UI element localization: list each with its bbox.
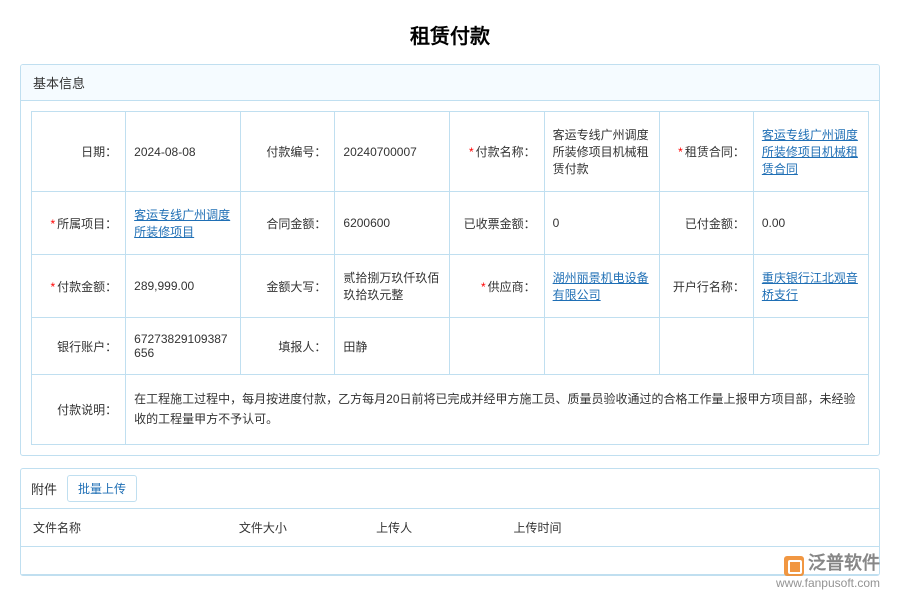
filler-value: 田静 — [335, 318, 450, 375]
basic-info-panel: 基本信息 日期： 2024-08-08 付款编号： 20240700007 *付… — [20, 64, 880, 456]
payment-desc-value: 在工程施工过程中，每月按进度付款，乙方每月20日前将已完成并经甲方施工员、质量员… — [126, 375, 869, 445]
invoiced-amount-value: 0 — [544, 192, 659, 255]
file-col-name: 文件名称 — [21, 508, 227, 546]
date-value: 2024-08-08 — [126, 112, 241, 192]
empty-cell-4 — [753, 318, 868, 375]
payment-no-label: 付款编号： — [241, 112, 335, 192]
bank-account-label: 银行账户： — [32, 318, 126, 375]
invoiced-amount-label: 已收票金额： — [450, 192, 544, 255]
payment-no-value: 20240700007 — [335, 112, 450, 192]
empty-cell-1 — [450, 318, 544, 375]
file-col-time: 上传时间 — [501, 508, 707, 546]
payment-desc-label: 付款说明： — [32, 375, 126, 445]
file-col-size: 文件大小 — [227, 508, 364, 546]
bank-account-value: 67273829109387656 — [126, 318, 241, 375]
file-row-empty — [21, 546, 879, 574]
attachments-panel: 附件 批量上传 文件名称 文件大小 上传人 上传时间 — [20, 468, 880, 576]
contract-amount-label: 合同金额： — [241, 192, 335, 255]
payment-amount-label: *付款金额： — [32, 255, 126, 318]
paid-amount-value: 0.00 — [753, 192, 868, 255]
bank-name-value[interactable]: 重庆银行江北观音桥支行 — [753, 255, 868, 318]
filler-label: 填报人： — [241, 318, 335, 375]
watermark-url: www.fanpusoft.com — [776, 576, 880, 590]
attachments-label: 附件 — [31, 479, 57, 498]
file-col-uploader: 上传人 — [364, 508, 501, 546]
empty-cell-2 — [544, 318, 659, 375]
basic-info-header: 基本信息 — [21, 65, 879, 101]
contract-amount-value: 6200600 — [335, 192, 450, 255]
paid-amount-label: 已付金额： — [659, 192, 753, 255]
project-value[interactable]: 客运专线广州调度所装修项目 — [126, 192, 241, 255]
lease-contract-label: *租赁合同： — [659, 112, 753, 192]
payment-name-label: *付款名称： — [450, 112, 544, 192]
basic-info-table: 日期： 2024-08-08 付款编号： 20240700007 *付款名称： … — [31, 111, 869, 445]
bank-name-label: 开户行名称： — [659, 255, 753, 318]
page-title: 租赁付款 — [20, 20, 880, 49]
amount-words-value: 贰拾捌万玖仟玖佰玖拾玖元整 — [335, 255, 450, 318]
lease-contract-value[interactable]: 客运专线广州调度所装修项目机械租赁合同 — [753, 112, 868, 192]
bulk-upload-button[interactable]: 批量上传 — [67, 475, 137, 502]
payment-name-value: 客运专线广州调度所装修项目机械租赁付款 — [544, 112, 659, 192]
amount-words-label: 金额大写： — [241, 255, 335, 318]
project-label: *所属项目： — [32, 192, 126, 255]
supplier-label: *供应商： — [450, 255, 544, 318]
supplier-value[interactable]: 湖州丽景机电设备有限公司 — [544, 255, 659, 318]
empty-cell-3 — [659, 318, 753, 375]
date-label: 日期： — [32, 112, 126, 192]
file-col-actions — [707, 508, 879, 546]
payment-amount-value: 289,999.00 — [126, 255, 241, 318]
files-table: 文件名称 文件大小 上传人 上传时间 — [21, 508, 879, 575]
